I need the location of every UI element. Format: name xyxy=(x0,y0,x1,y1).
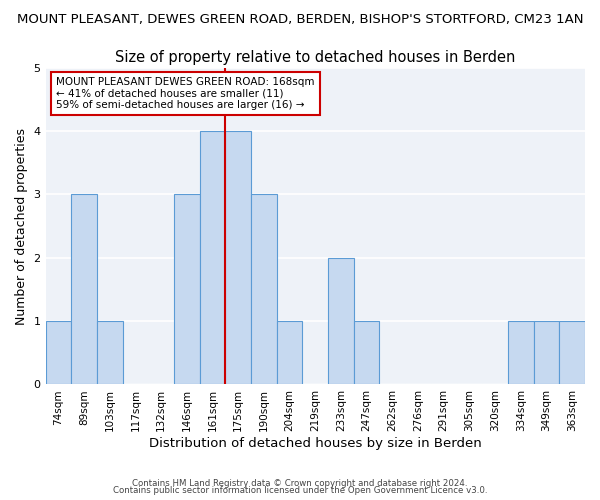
Text: Contains HM Land Registry data © Crown copyright and database right 2024.: Contains HM Land Registry data © Crown c… xyxy=(132,478,468,488)
Bar xyxy=(328,258,354,384)
Text: Contains public sector information licensed under the Open Government Licence v3: Contains public sector information licen… xyxy=(113,486,487,495)
Bar xyxy=(508,321,533,384)
Bar xyxy=(251,194,277,384)
Bar xyxy=(533,321,559,384)
Bar xyxy=(174,194,200,384)
Bar xyxy=(71,194,97,384)
Bar xyxy=(226,131,251,384)
Text: MOUNT PLEASANT, DEWES GREEN ROAD, BERDEN, BISHOP'S STORTFORD, CM23 1AN: MOUNT PLEASANT, DEWES GREEN ROAD, BERDEN… xyxy=(17,12,583,26)
Bar xyxy=(354,321,379,384)
Y-axis label: Number of detached properties: Number of detached properties xyxy=(15,128,28,324)
Bar xyxy=(277,321,302,384)
Bar xyxy=(559,321,585,384)
Bar xyxy=(46,321,71,384)
Bar xyxy=(97,321,122,384)
Bar xyxy=(200,131,226,384)
X-axis label: Distribution of detached houses by size in Berden: Distribution of detached houses by size … xyxy=(149,437,482,450)
Title: Size of property relative to detached houses in Berden: Size of property relative to detached ho… xyxy=(115,50,515,65)
Text: MOUNT PLEASANT DEWES GREEN ROAD: 168sqm
← 41% of detached houses are smaller (11: MOUNT PLEASANT DEWES GREEN ROAD: 168sqm … xyxy=(56,77,315,110)
